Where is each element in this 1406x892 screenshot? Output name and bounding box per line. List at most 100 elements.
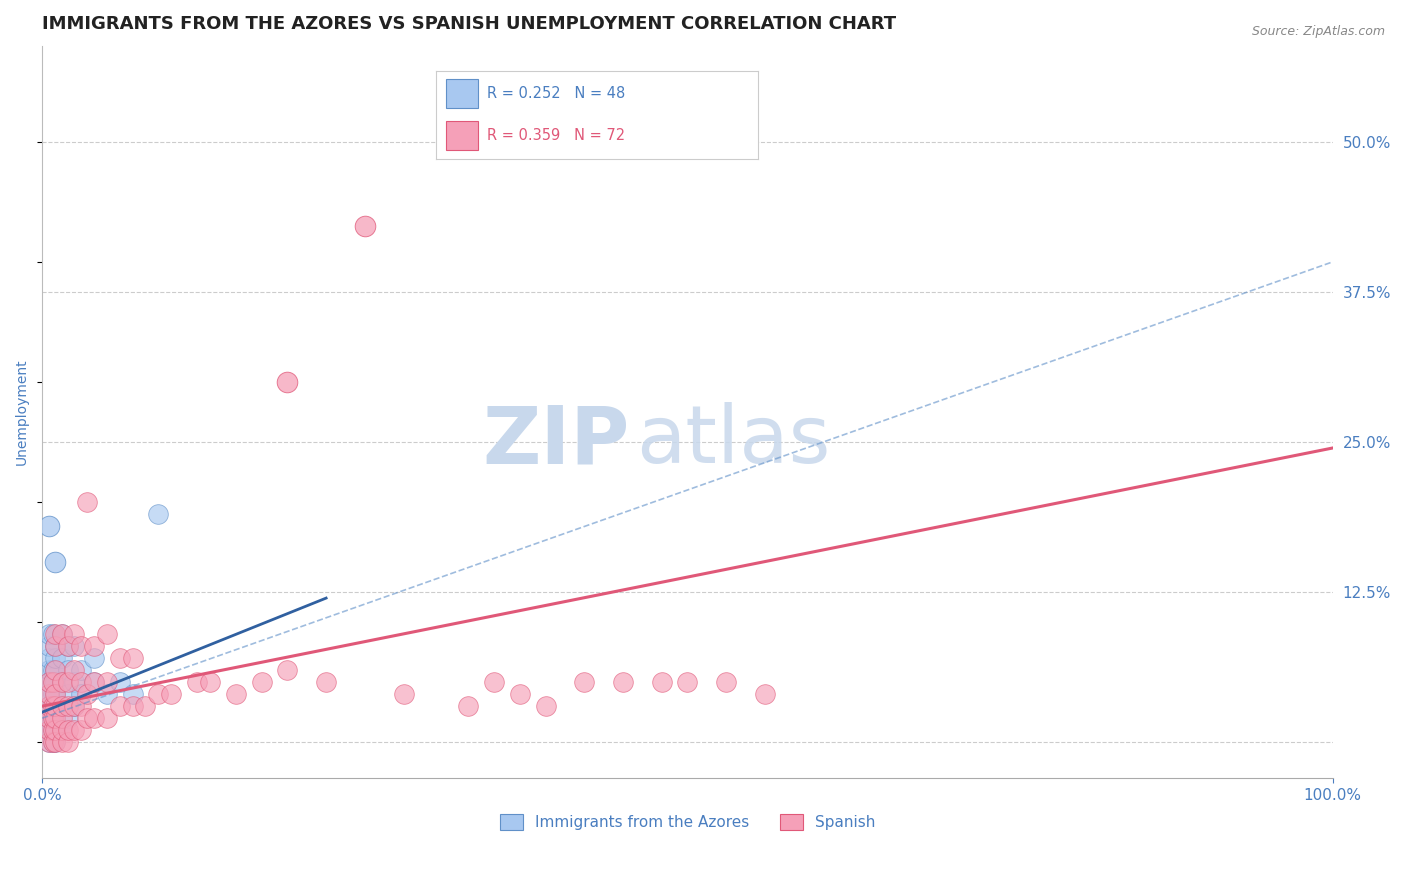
- Point: [70, 687, 93, 701]
- Point: [56, 675, 79, 690]
- Point: [41, 663, 63, 677]
- Text: Source: ZipAtlas.com: Source: ZipAtlas.com: [1251, 25, 1385, 38]
- Point: [38, 735, 60, 749]
- Point: [44, 735, 66, 749]
- Point: [38, 687, 60, 701]
- Point: [41, 699, 63, 714]
- Point: [716, 675, 738, 690]
- Point: [63, 699, 86, 714]
- Point: [41, 675, 63, 690]
- Point: [276, 663, 298, 677]
- Point: [38, 723, 60, 738]
- Point: [44, 723, 66, 738]
- Point: [70, 723, 93, 738]
- Point: [225, 687, 247, 701]
- Point: [41, 687, 63, 701]
- Point: [38, 699, 60, 714]
- Point: [56, 687, 79, 701]
- Point: [41, 627, 63, 641]
- Point: [148, 507, 170, 521]
- Point: [41, 735, 63, 749]
- Point: [44, 663, 66, 677]
- Point: [612, 675, 634, 690]
- Point: [108, 699, 131, 714]
- Point: [121, 687, 143, 701]
- Point: [44, 663, 66, 677]
- Point: [51, 723, 73, 738]
- Point: [56, 723, 79, 738]
- Point: [41, 735, 63, 749]
- Point: [38, 675, 60, 690]
- Point: [51, 627, 73, 641]
- Point: [186, 675, 208, 690]
- Point: [198, 675, 221, 690]
- Point: [70, 699, 93, 714]
- Point: [83, 675, 105, 690]
- Point: [96, 711, 118, 725]
- Point: [51, 699, 73, 714]
- Point: [38, 651, 60, 665]
- Point: [56, 663, 79, 677]
- Point: [38, 687, 60, 701]
- Point: [108, 675, 131, 690]
- Point: [70, 675, 93, 690]
- Point: [70, 639, 93, 653]
- Point: [38, 735, 60, 749]
- Point: [534, 699, 557, 714]
- Point: [63, 699, 86, 714]
- Point: [83, 675, 105, 690]
- Point: [44, 639, 66, 653]
- Text: IMMIGRANTS FROM THE AZORES VS SPANISH UNEMPLOYMENT CORRELATION CHART: IMMIGRANTS FROM THE AZORES VS SPANISH UN…: [42, 15, 896, 33]
- Point: [41, 723, 63, 738]
- Point: [56, 639, 79, 653]
- Point: [51, 699, 73, 714]
- Point: [482, 675, 505, 690]
- Point: [38, 711, 60, 725]
- Point: [44, 687, 66, 701]
- Point: [44, 699, 66, 714]
- Point: [56, 639, 79, 653]
- Point: [44, 711, 66, 725]
- Point: [51, 651, 73, 665]
- Point: [121, 651, 143, 665]
- Point: [44, 675, 66, 690]
- Point: [83, 711, 105, 725]
- Point: [134, 699, 156, 714]
- Point: [44, 687, 66, 701]
- Point: [51, 675, 73, 690]
- Point: [96, 687, 118, 701]
- Point: [250, 675, 273, 690]
- Point: [56, 699, 79, 714]
- Point: [160, 687, 183, 701]
- Point: [41, 711, 63, 725]
- Legend: Immigrants from the Azores, Spanish: Immigrants from the Azores, Spanish: [494, 808, 882, 837]
- Point: [63, 639, 86, 653]
- Point: [44, 555, 66, 569]
- Point: [38, 711, 60, 725]
- Point: [457, 699, 479, 714]
- Text: ZIP: ZIP: [482, 402, 630, 480]
- Text: atlas: atlas: [636, 402, 830, 480]
- Point: [51, 723, 73, 738]
- Point: [38, 627, 60, 641]
- Point: [392, 687, 415, 701]
- Point: [38, 663, 60, 677]
- Point: [76, 711, 98, 725]
- Point: [44, 651, 66, 665]
- Point: [41, 711, 63, 725]
- Point: [44, 723, 66, 738]
- Point: [56, 735, 79, 749]
- Point: [148, 687, 170, 701]
- Point: [754, 687, 776, 701]
- Point: [41, 699, 63, 714]
- Point: [83, 639, 105, 653]
- Point: [44, 639, 66, 653]
- Point: [41, 723, 63, 738]
- Point: [63, 723, 86, 738]
- Point: [44, 711, 66, 725]
- Point: [51, 675, 73, 690]
- Point: [121, 699, 143, 714]
- Point: [38, 699, 60, 714]
- Point: [574, 675, 596, 690]
- Point: [51, 735, 73, 749]
